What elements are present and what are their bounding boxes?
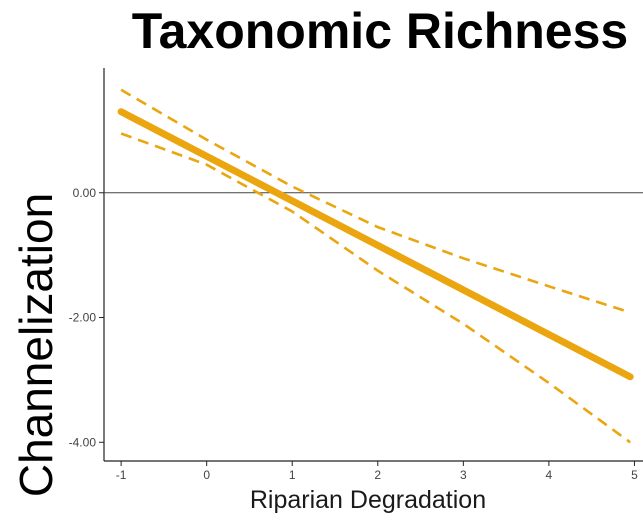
series-lower-ci-line <box>120 132 631 444</box>
y-ticks: 0.00 -2.00 -4.00 <box>69 186 104 449</box>
x-tick-label: 4 <box>546 468 553 482</box>
y-axis-label: Channelization <box>10 193 62 497</box>
chart-title: Taxonomic Richness <box>132 3 628 59</box>
series-upper-ci-line <box>120 88 631 314</box>
x-ticks: -1 0 1 2 3 4 5 <box>116 461 638 482</box>
y-tick-label: 0.00 <box>73 186 97 200</box>
x-tick-label: 3 <box>460 468 467 482</box>
y-tick-label: -2.00 <box>69 311 97 325</box>
axes <box>103 68 643 462</box>
series-layer <box>117 88 634 444</box>
series-fit-line <box>117 108 634 381</box>
x-tick-label: 5 <box>631 468 638 482</box>
y-tick-label: -4.00 <box>69 435 97 449</box>
x-tick-label: -1 <box>116 468 127 482</box>
x-tick-label: 0 <box>203 468 210 482</box>
x-axis-label: Riparian Degradation <box>250 486 486 514</box>
x-tick-label: 2 <box>374 468 381 482</box>
x-tick-label: 1 <box>289 468 296 482</box>
